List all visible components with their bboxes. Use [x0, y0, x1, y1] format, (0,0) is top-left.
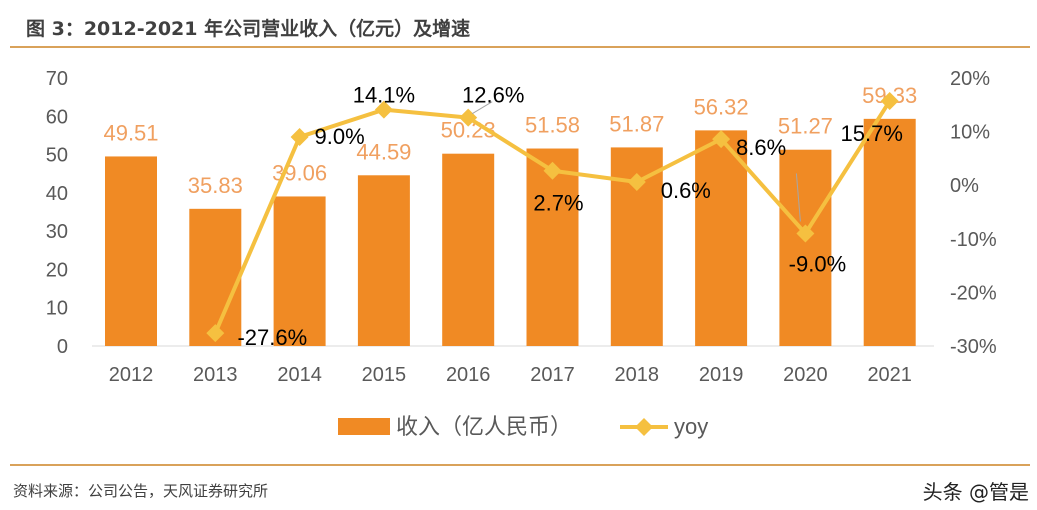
y-left-tick: 60	[46, 106, 68, 128]
legend-label-revenue: 收入（亿人民币）	[396, 415, 572, 440]
x-tick: 2012	[109, 364, 154, 386]
revenue-bar	[863, 118, 916, 346]
x-tick: 2020	[783, 364, 828, 386]
y-right-tick: 10%	[950, 122, 990, 144]
yoy-label: 8.6%	[736, 135, 786, 160]
legend-swatch-revenue	[338, 418, 390, 435]
yoy-label: 0.6%	[661, 178, 711, 203]
x-tick: 2015	[362, 364, 407, 386]
y-left-tick: 70	[46, 68, 68, 90]
revenue-bar	[779, 149, 832, 346]
yoy-marker	[206, 324, 225, 343]
revenue-bar	[273, 196, 326, 346]
y-left-tick: 50	[46, 145, 68, 167]
yoy-marker	[543, 161, 562, 180]
revenue-bar-label: 49.51	[103, 120, 158, 145]
y-right-tick: -20%	[950, 282, 997, 304]
y-right-tick: 20%	[950, 68, 990, 90]
revenue-bar	[442, 153, 495, 346]
top-rule	[10, 46, 1030, 48]
x-tick: 2019	[699, 364, 744, 386]
revenue-bar	[189, 208, 242, 346]
revenue-bar	[526, 148, 579, 346]
label-leader	[795, 173, 801, 222]
y-left-tick: 30	[46, 221, 68, 243]
y-right-tick: -10%	[950, 229, 997, 251]
yoy-marker	[374, 100, 393, 119]
yoy-label: 12.6%	[462, 83, 524, 108]
yoy-label: 14.1%	[353, 83, 415, 108]
legend-marker-yoy	[635, 418, 653, 436]
yoy-marker	[290, 127, 309, 146]
yoy-label: 15.7%	[841, 121, 903, 146]
revenue-bar-label: 51.87	[609, 111, 664, 136]
yoy-marker	[627, 172, 646, 191]
label-leader	[471, 101, 493, 115]
y-left-tick: 10	[46, 298, 68, 320]
revenue-bar-label: 51.27	[778, 114, 833, 139]
source-note: 资料来源：公司公告，天风证券研究所	[13, 482, 269, 500]
yoy-marker	[880, 92, 899, 111]
revenue-bar-label: 35.83	[188, 173, 243, 198]
yoy-label: 9.0%	[315, 124, 365, 149]
bottom-rule	[10, 464, 1030, 466]
revenue-bar	[105, 156, 157, 346]
x-tick: 2013	[193, 364, 238, 386]
watermark: 头条 @管是	[922, 480, 1029, 504]
y-right-tick: -30%	[950, 336, 997, 358]
x-tick: 2014	[277, 364, 322, 386]
revenue-bar-label: 44.59	[356, 139, 411, 164]
x-tick: 2018	[615, 364, 660, 386]
yoy-label: -9.0%	[789, 251, 846, 276]
x-tick: 2017	[530, 364, 575, 386]
yoy-marker	[796, 224, 815, 243]
yoy-label: 2.7%	[533, 191, 583, 216]
figure-title: 图 3：2012-2021 年公司营业收入（亿元）及增速	[26, 18, 471, 40]
x-tick: 2021	[867, 364, 912, 386]
y-left-tick: 20	[46, 259, 68, 281]
y-right-tick: 0%	[950, 175, 979, 197]
revenue-bar-label: 51.58	[525, 113, 580, 138]
y-left-tick: 40	[46, 183, 68, 205]
yoy-marker	[712, 130, 731, 149]
x-tick: 2016	[446, 364, 491, 386]
revenue-bar	[357, 175, 410, 346]
legend-label-yoy: yoy	[674, 414, 708, 439]
revenue-bar	[695, 130, 748, 346]
y-left-tick: 0	[57, 336, 68, 358]
revenue-bar-label: 56.32	[694, 94, 749, 119]
yoy-label: -27.6%	[237, 325, 307, 350]
chart-svg: 0 10 20 30 40 50 60 70 -30% -20% -10% 0% 10% 20% 49.51…	[46, 68, 997, 440]
